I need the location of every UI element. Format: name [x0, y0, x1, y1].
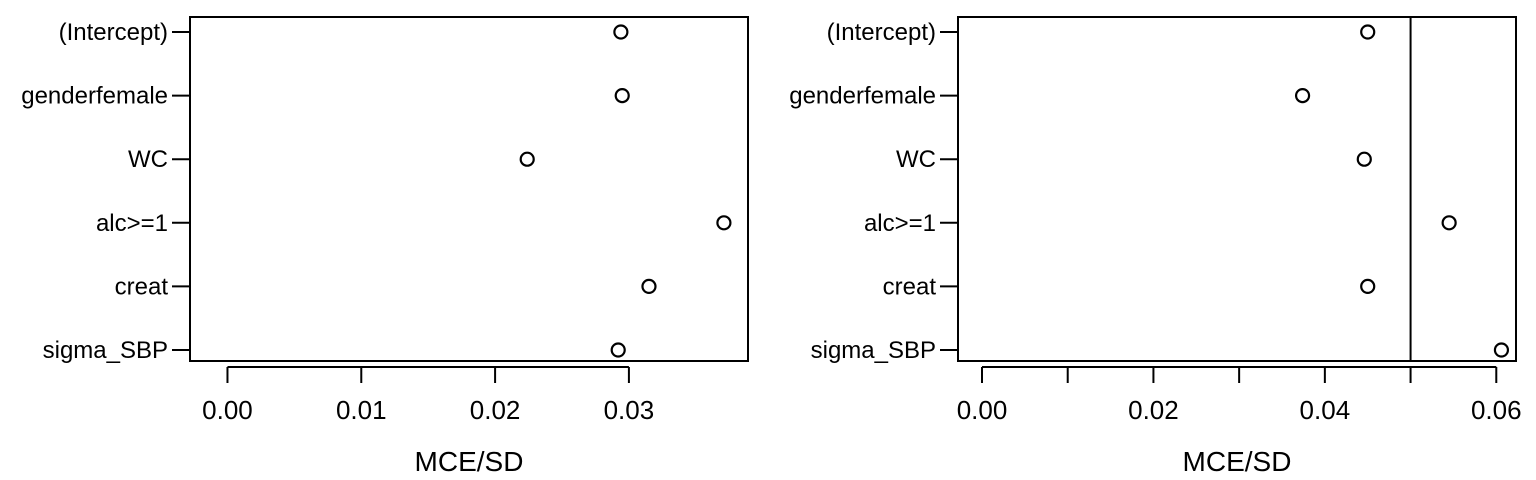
x-tick-label: 0.06 [1471, 395, 1522, 425]
x-tick-label: 0.00 [957, 395, 1008, 425]
data-point [1493, 342, 1510, 358]
y-tick-label: WC [128, 146, 168, 173]
y-tick-label: WC [896, 146, 936, 173]
data-point [1360, 278, 1376, 294]
x-tick-label: 0.01 [336, 395, 387, 425]
y-tick-label: (Intercept) [827, 19, 936, 46]
x-tick-label: 0.03 [604, 395, 655, 425]
data-point [1294, 87, 1311, 104]
x-axis-title: MCE/SD [1183, 446, 1292, 477]
y-tick-label: alc>=1 [96, 210, 168, 237]
x-axis-title: MCE/SD [415, 446, 524, 477]
plot-frame-1 [189, 16, 749, 362]
x-tick-label: 0.00 [202, 395, 253, 425]
data-point [716, 215, 732, 231]
data-point [614, 87, 630, 104]
y-tick-label: genderfemale [21, 83, 168, 110]
y-tick-label: sigma_SBP [811, 337, 936, 364]
data-point [610, 342, 626, 358]
data-point [519, 151, 535, 167]
x-tick-label: 0.02 [1128, 395, 1179, 425]
data-point [1356, 151, 1372, 167]
y-tick-label: sigma_SBP [43, 337, 168, 364]
data-point [641, 278, 657, 294]
y-tick-label: (Intercept) [59, 19, 168, 46]
x-tick-label: 0.04 [1300, 395, 1351, 425]
y-tick-label: genderfemale [789, 83, 936, 110]
data-point [613, 24, 629, 40]
data-point [1441, 215, 1457, 231]
y-tick-label: creat [115, 273, 169, 300]
y-tick-label: alc>=1 [864, 210, 936, 237]
plot-frame-2 [957, 16, 1517, 362]
y-tick-label: creat [883, 273, 937, 300]
data-point [1360, 24, 1376, 40]
x-tick-label: 0.02 [470, 395, 521, 425]
